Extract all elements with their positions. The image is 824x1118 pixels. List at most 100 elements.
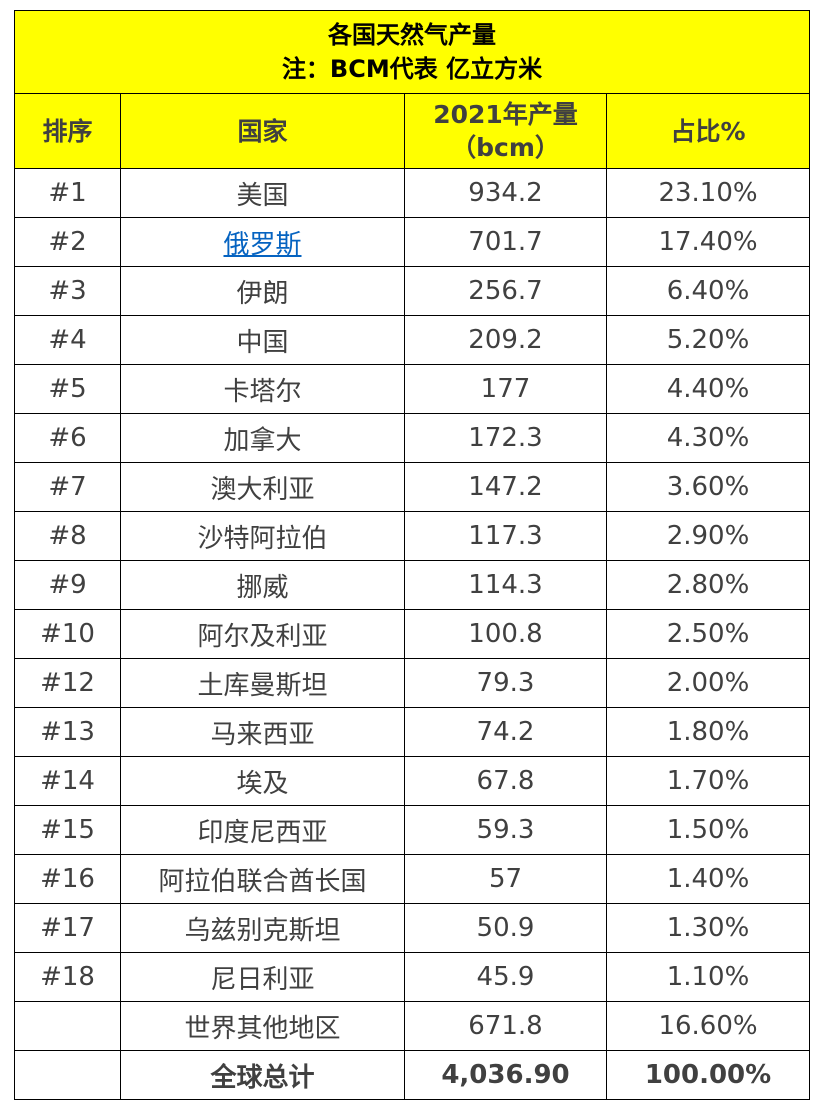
- header-rank[interactable]: 排序: [14, 93, 121, 169]
- country-cell[interactable]: 尼日利亚: [120, 952, 405, 1002]
- country-cell[interactable]: 乌兹别克斯坦: [120, 903, 405, 953]
- table-row: #10 阿尔及利亚 100.8 2.50%: [14, 609, 811, 659]
- total-rank-cell[interactable]: [14, 1050, 121, 1100]
- production-cell[interactable]: 59.3: [404, 805, 607, 855]
- header-share[interactable]: 占比%: [605, 93, 811, 169]
- rank-cell[interactable]: #13: [14, 707, 121, 757]
- table-row: #2 俄罗斯 701.7 17.40%: [14, 217, 811, 267]
- gas-production-table: 各国天然气产量 注：BCM代表 亿立方米 排序 国家 2021年产量 （bcm）…: [13, 10, 811, 1100]
- table-row: #16 阿拉伯联合酋长国 57 1.40%: [14, 854, 811, 904]
- total-share-cell[interactable]: 100.00%: [605, 1050, 811, 1100]
- column-header-row: 排序 国家 2021年产量 （bcm） 占比%: [14, 93, 811, 169]
- rank-cell[interactable]: #2: [14, 217, 121, 267]
- rank-cell[interactable]: #15: [14, 805, 121, 855]
- table-row: #1 美国 934.2 23.10%: [14, 168, 811, 218]
- country-cell[interactable]: 伊朗: [120, 266, 405, 316]
- country-cell[interactable]: 世界其他地区: [120, 1001, 405, 1051]
- header-country[interactable]: 国家: [120, 93, 405, 169]
- rank-cell[interactable]: #5: [14, 364, 121, 414]
- table-row: #8 沙特阿拉伯 117.3 2.90%: [14, 511, 811, 561]
- country-cell[interactable]: 俄罗斯: [120, 217, 405, 267]
- country-cell[interactable]: 澳大利亚: [120, 462, 405, 512]
- production-table-container: 各国天然气产量 注：BCM代表 亿立方米 排序 国家 2021年产量 （bcm）…: [13, 10, 811, 1100]
- country-cell[interactable]: 沙特阿拉伯: [120, 511, 405, 561]
- production-cell[interactable]: 209.2: [404, 315, 607, 365]
- share-cell[interactable]: 23.10%: [605, 168, 811, 218]
- country-cell[interactable]: 土库曼斯坦: [120, 658, 405, 708]
- header-production-line-2: （bcm）: [451, 133, 560, 162]
- share-cell[interactable]: 1.10%: [605, 952, 811, 1002]
- share-cell[interactable]: 1.70%: [605, 756, 811, 806]
- table-title: 各国天然气产量 注：BCM代表 亿立方米: [13, 10, 811, 94]
- production-cell[interactable]: 45.9: [404, 952, 607, 1002]
- production-cell[interactable]: 256.7: [404, 266, 607, 316]
- share-cell[interactable]: 1.30%: [605, 903, 811, 953]
- total-row: 全球总计 4,036.90 100.00%: [14, 1050, 811, 1100]
- production-cell[interactable]: 67.8: [404, 756, 607, 806]
- table-row: #6 加拿大 172.3 4.30%: [14, 413, 811, 463]
- share-cell[interactable]: 4.40%: [605, 364, 811, 414]
- share-cell[interactable]: 2.00%: [605, 658, 811, 708]
- table-title-row: 各国天然气产量 注：BCM代表 亿立方米: [13, 10, 811, 94]
- country-cell[interactable]: 挪威: [120, 560, 405, 610]
- rank-cell[interactable]: #8: [14, 511, 121, 561]
- share-cell[interactable]: 6.40%: [605, 266, 811, 316]
- share-cell[interactable]: 5.20%: [605, 315, 811, 365]
- header-production-line-1: 2021年产量: [433, 100, 578, 129]
- country-cell[interactable]: 加拿大: [120, 413, 405, 463]
- rank-cell[interactable]: #7: [14, 462, 121, 512]
- production-cell[interactable]: 57: [404, 854, 607, 904]
- rank-cell[interactable]: #17: [14, 903, 121, 953]
- rank-cell[interactable]: #1: [14, 168, 121, 218]
- share-cell[interactable]: 16.60%: [605, 1001, 811, 1051]
- production-cell[interactable]: 50.9: [404, 903, 607, 953]
- production-cell[interactable]: 79.3: [404, 658, 607, 708]
- production-cell[interactable]: 177: [404, 364, 607, 414]
- rank-cell[interactable]: #16: [14, 854, 121, 904]
- production-cell[interactable]: 100.8: [404, 609, 607, 659]
- rank-cell[interactable]: #3: [14, 266, 121, 316]
- share-cell[interactable]: 1.40%: [605, 854, 811, 904]
- table-row: #3 伊朗 256.7 6.40%: [14, 266, 811, 316]
- rank-cell[interactable]: #18: [14, 952, 121, 1002]
- rank-cell[interactable]: #9: [14, 560, 121, 610]
- country-cell[interactable]: 中国: [120, 315, 405, 365]
- production-cell[interactable]: 74.2: [404, 707, 607, 757]
- production-cell[interactable]: 117.3: [404, 511, 607, 561]
- country-cell[interactable]: 阿拉伯联合酋长国: [120, 854, 405, 904]
- country-link-russia[interactable]: 俄罗斯: [223, 229, 302, 260]
- rank-cell[interactable]: #6: [14, 413, 121, 463]
- total-production-cell[interactable]: 4,036.90: [404, 1050, 607, 1100]
- share-cell[interactable]: 3.60%: [605, 462, 811, 512]
- production-cell[interactable]: 934.2: [404, 168, 607, 218]
- share-cell[interactable]: 1.80%: [605, 707, 811, 757]
- country-cell[interactable]: 马来西亚: [120, 707, 405, 757]
- table-row: 世界其他地区 671.8 16.60%: [14, 1001, 811, 1051]
- table-row: #15 印度尼西亚 59.3 1.50%: [14, 805, 811, 855]
- share-cell[interactable]: 4.30%: [605, 413, 811, 463]
- header-production[interactable]: 2021年产量 （bcm）: [404, 93, 607, 169]
- table-row: #13 马来西亚 74.2 1.80%: [14, 707, 811, 757]
- share-cell[interactable]: 2.90%: [605, 511, 811, 561]
- share-cell[interactable]: 17.40%: [605, 217, 811, 267]
- share-cell[interactable]: 2.80%: [605, 560, 811, 610]
- table-row: #7 澳大利亚 147.2 3.60%: [14, 462, 811, 512]
- country-cell[interactable]: 阿尔及利亚: [120, 609, 405, 659]
- country-cell[interactable]: 印度尼西亚: [120, 805, 405, 855]
- production-cell[interactable]: 671.8: [404, 1001, 607, 1051]
- production-cell[interactable]: 172.3: [404, 413, 607, 463]
- rank-cell[interactable]: #12: [14, 658, 121, 708]
- rank-cell[interactable]: #4: [14, 315, 121, 365]
- production-cell[interactable]: 701.7: [404, 217, 607, 267]
- country-cell[interactable]: 卡塔尔: [120, 364, 405, 414]
- rank-cell[interactable]: #14: [14, 756, 121, 806]
- rank-cell[interactable]: [14, 1001, 121, 1051]
- share-cell[interactable]: 1.50%: [605, 805, 811, 855]
- total-label-cell[interactable]: 全球总计: [120, 1050, 405, 1100]
- share-cell[interactable]: 2.50%: [605, 609, 811, 659]
- country-cell[interactable]: 美国: [120, 168, 405, 218]
- production-cell[interactable]: 147.2: [404, 462, 607, 512]
- country-cell[interactable]: 埃及: [120, 756, 405, 806]
- production-cell[interactable]: 114.3: [404, 560, 607, 610]
- rank-cell[interactable]: #10: [14, 609, 121, 659]
